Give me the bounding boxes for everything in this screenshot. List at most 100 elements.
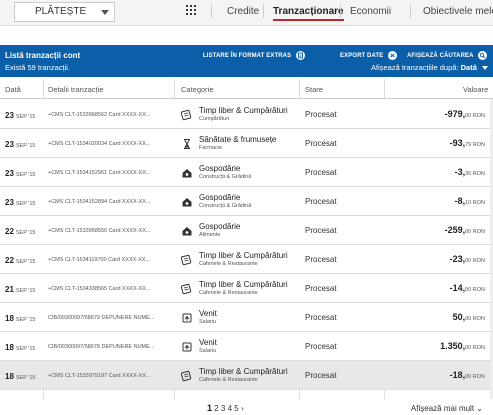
show-more-label: Afișează mai mult (410, 404, 475, 413)
column-header-date[interactable]: Dată (5, 85, 21, 94)
search-icon (478, 51, 488, 60)
next-page-icon[interactable]: › (240, 404, 244, 413)
nav-divider (340, 4, 341, 18)
row-month: SEP '15 (15, 172, 36, 178)
row-date: 23 SEP '15 (5, 169, 35, 178)
row-day: 18 (5, 343, 14, 352)
row-month: SEP '15 (15, 259, 36, 265)
show-more-button[interactable]: Afișează mai mult ⌄ (411, 404, 483, 413)
theater-icon (180, 108, 193, 121)
page-links[interactable]: 2 3 4 5 (214, 404, 239, 413)
row-detail: CIB/00300097/58679 DEPUNERE NUME... (48, 315, 155, 321)
pay-dropdown-label: PLĂTEȘTE (35, 6, 87, 17)
row-detail: +CMS CLT-1534152961 Card XXXX-XX... (48, 170, 151, 176)
page-current[interactable]: 1 (207, 403, 213, 413)
table-row[interactable]: 18 SEP '15 CIB/00300097/58678 DEPUNERE NU… (0, 332, 493, 361)
row-amount: -18,00 RON (450, 370, 485, 380)
table-row[interactable]: 18 SEP '15 +CMS CLT-1533975197 Card XXXX-… (0, 361, 493, 390)
row-detail: +CMS CLT-1534338565 Card XXXX-XX... (48, 286, 151, 292)
table-row[interactable]: 23 SEP '15 +CMS CLT-1534152894 Card XXXX-… (0, 187, 493, 216)
row-category: Gospodărie (199, 222, 241, 231)
pagination: 1 2 3 4 5 › (207, 403, 244, 413)
column-header-status: Stare (305, 85, 323, 94)
row-date: 23 SEP '15 (5, 140, 35, 149)
table-row[interactable]: 23 SEP '15 +CMS CLT-1534152961 Card XXXX-… (0, 158, 493, 187)
row-amount: -14,50 RON (450, 283, 485, 293)
row-amount-value: -93, (449, 138, 466, 148)
row-amount-decimals: 30 RON (465, 171, 485, 177)
row-amount: 1.350,00 RON (440, 341, 485, 351)
nav-divider (263, 4, 264, 18)
row-subcategory: Salariu (199, 348, 217, 354)
show-search-button[interactable]: AFIȘEAZĂ CĂUTAREA (407, 51, 488, 60)
row-amount: -8,10 RON (455, 196, 485, 206)
row-amount-decimals: 00 RON (465, 345, 485, 351)
column-header-category: Categorie (181, 85, 214, 94)
row-status: Procesat (305, 255, 337, 264)
export-data-button[interactable]: EXPORT DATE (340, 51, 398, 60)
theater-icon (180, 282, 193, 295)
row-amount: -3,30 RON (455, 167, 485, 177)
row-status: Procesat (305, 168, 337, 177)
row-amount: -93,79 RON (450, 138, 485, 148)
sort-value: Dată (460, 63, 477, 72)
row-date: 21 SEP '15 (5, 285, 35, 294)
row-month: SEP '15 (15, 346, 36, 352)
row-subcategory: Farmacie (199, 145, 222, 151)
row-subcategory: Cumpărături (199, 116, 230, 122)
column-header-details: Detalii tranzacție (48, 85, 104, 94)
row-amount-decimals: 00 RON (465, 316, 485, 322)
nav-tab-economii[interactable]: Economii (350, 6, 392, 17)
table-row[interactable]: 23 SEP '15 +CMS CLT-1534020034 Card XXXX-… (0, 129, 493, 158)
statement-format-label: LISTARE ÎN FORMAT EXTRAS (203, 53, 292, 60)
pay-dropdown[interactable]: PLĂTEȘTE (14, 2, 115, 22)
export-data-label: EXPORT DATE (340, 53, 384, 60)
row-category: Venit (199, 309, 217, 318)
nav-tab-credite[interactable]: Credite (227, 6, 260, 17)
row-amount-decimals: 00 RON (465, 258, 485, 264)
row-month: SEP '15 (15, 201, 36, 207)
row-amount-value: -979, (444, 109, 466, 119)
row-amount-value: 50, (452, 312, 466, 322)
row-category: Gospodărie (199, 193, 241, 202)
row-amount-decimals: 10 RON (465, 200, 485, 206)
row-detail: +CMS CLT-1534020034 Card XXXX-XX... (48, 141, 151, 147)
row-date: 18 SEP '15 (5, 314, 35, 323)
apps-grid-icon[interactable] (186, 5, 196, 15)
table-row[interactable]: 18 SEP '15 CIB/00300097/58679 DEPUNERE NU… (0, 303, 493, 332)
page-title: Listă tranzacții cont (5, 51, 81, 60)
nav-tab-tranzactionare[interactable]: Tranzacționare (273, 6, 344, 21)
row-amount: -23,00 RON (450, 254, 485, 264)
row-month: SEP '15 (15, 143, 36, 149)
scrollbar[interactable] (490, 99, 493, 399)
row-date: 23 SEP '15 (5, 198, 35, 207)
row-amount: -259,00 RON (445, 225, 485, 235)
statement-format-button[interactable]: LISTARE ÎN FORMAT EXTRAS (203, 51, 305, 60)
row-amount-decimals: 00 RON (465, 374, 485, 380)
household-icon (181, 166, 193, 178)
transactions-header: Listă tranzacții cont Există 59 tranzacț… (0, 45, 493, 77)
row-date: 23 SEP '15 (5, 111, 35, 120)
row-date: 22 SEP '15 (5, 256, 35, 265)
table-row[interactable]: 22 SEP '15 +CMS CLT-1533968550 Card XXXX-… (0, 216, 493, 245)
nav-tab-obiective[interactable]: Obiectivele mele (423, 6, 493, 17)
row-detail: +CMS CLT-1534152894 Card XXXX-XX... (48, 199, 151, 205)
row-day: 23 (5, 111, 14, 120)
row-category: Timp liber & Cumpărături (199, 367, 288, 376)
theater-icon (180, 253, 193, 266)
sort-selector[interactable]: Afișează tranzacțiile după: Dată (371, 63, 488, 72)
row-detail: +CMS CLT-1533975197 Card XXXX-XX... (48, 373, 151, 379)
row-detail: CIB/00300097/58678 DEPUNERE NUME... (48, 344, 155, 350)
hourglass-icon (181, 137, 193, 149)
table-header: Dată Detalii tranzacție Categorie Stare … (0, 79, 493, 99)
row-status: Procesat (305, 139, 337, 148)
row-category: Sănătate & frumusețe (199, 135, 277, 144)
table-row[interactable]: 23 SEP '15 +CMS CLT-1533968562 Card XXXX-… (0, 100, 493, 129)
nav-divider (211, 4, 212, 18)
income-icon (181, 311, 193, 323)
row-status: Procesat (305, 226, 337, 235)
chevron-down-icon (101, 10, 109, 15)
table-row[interactable]: 21 SEP '15 +CMS CLT-1534338565 Card XXXX-… (0, 274, 493, 303)
row-day: 18 (5, 372, 14, 381)
table-row[interactable]: 22 SEP '15 +CMS CLT-1534119700 Card XXXX-… (0, 245, 493, 274)
